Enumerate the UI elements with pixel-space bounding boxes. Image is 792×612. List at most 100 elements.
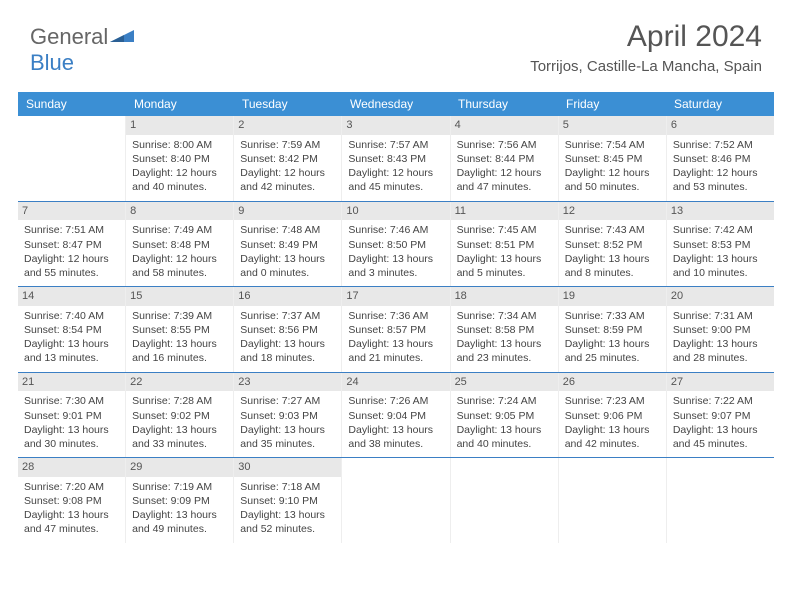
day-header-cell: Monday [126, 92, 234, 116]
daylight-line: Daylight: 13 hours and 49 minutes. [132, 508, 227, 536]
sunrise-line: Sunrise: 7:46 AM [348, 223, 443, 237]
daylight-line: Daylight: 13 hours and 38 minutes. [348, 423, 443, 451]
daylight-line: Daylight: 12 hours and 40 minutes. [132, 166, 227, 194]
day-cell [342, 458, 450, 543]
daylight-line: Daylight: 12 hours and 42 minutes. [240, 166, 335, 194]
sunrise-line: Sunrise: 7:42 AM [673, 223, 768, 237]
day-number: 29 [126, 458, 233, 477]
week-row: 7Sunrise: 7:51 AMSunset: 8:47 PMDaylight… [18, 201, 774, 287]
day-number: 25 [451, 373, 558, 392]
sunset-line: Sunset: 8:44 PM [457, 152, 552, 166]
sunset-line: Sunset: 9:00 PM [673, 323, 768, 337]
day-number: 22 [126, 373, 233, 392]
sunrise-line: Sunrise: 7:30 AM [24, 394, 119, 408]
week-row: 14Sunrise: 7:40 AMSunset: 8:54 PMDayligh… [18, 286, 774, 372]
daylight-line: Daylight: 12 hours and 45 minutes. [348, 166, 443, 194]
day-number: 14 [18, 287, 125, 306]
daylight-line: Daylight: 13 hours and 52 minutes. [240, 508, 335, 536]
header: April 2024 Torrijos, Castille-La Mancha,… [530, 20, 762, 75]
day-cell: 4Sunrise: 7:56 AMSunset: 8:44 PMDaylight… [451, 116, 559, 201]
day-cell: 24Sunrise: 7:26 AMSunset: 9:04 PMDayligh… [342, 373, 450, 458]
day-header-cell: Saturday [666, 92, 774, 116]
day-number: 11 [451, 202, 558, 221]
day-cell: 13Sunrise: 7:42 AMSunset: 8:53 PMDayligh… [667, 202, 774, 287]
day-number: 18 [451, 287, 558, 306]
day-number: 4 [451, 116, 558, 135]
sunrise-line: Sunrise: 7:51 AM [24, 223, 119, 237]
day-cell [667, 458, 774, 543]
day-number: 2 [234, 116, 341, 135]
daylight-line: Daylight: 13 hours and 16 minutes. [132, 337, 227, 365]
day-cell: 14Sunrise: 7:40 AMSunset: 8:54 PMDayligh… [18, 287, 126, 372]
daylight-line: Daylight: 13 hours and 10 minutes. [673, 252, 768, 280]
daylight-line: Daylight: 13 hours and 0 minutes. [240, 252, 335, 280]
sunset-line: Sunset: 8:43 PM [348, 152, 443, 166]
sunset-line: Sunset: 9:09 PM [132, 494, 227, 508]
sunset-line: Sunset: 8:46 PM [673, 152, 768, 166]
day-number: 16 [234, 287, 341, 306]
daylight-line: Daylight: 13 hours and 45 minutes. [673, 423, 768, 451]
sunset-line: Sunset: 8:48 PM [132, 238, 227, 252]
daylight-line: Daylight: 13 hours and 8 minutes. [565, 252, 660, 280]
day-cell: 19Sunrise: 7:33 AMSunset: 8:59 PMDayligh… [559, 287, 667, 372]
day-cell: 26Sunrise: 7:23 AMSunset: 9:06 PMDayligh… [559, 373, 667, 458]
sunrise-line: Sunrise: 7:24 AM [457, 394, 552, 408]
day-cell: 9Sunrise: 7:48 AMSunset: 8:49 PMDaylight… [234, 202, 342, 287]
day-cell: 17Sunrise: 7:36 AMSunset: 8:57 PMDayligh… [342, 287, 450, 372]
day-number: 5 [559, 116, 666, 135]
day-cell: 8Sunrise: 7:49 AMSunset: 8:48 PMDaylight… [126, 202, 234, 287]
day-cell: 16Sunrise: 7:37 AMSunset: 8:56 PMDayligh… [234, 287, 342, 372]
day-cell: 30Sunrise: 7:18 AMSunset: 9:10 PMDayligh… [234, 458, 342, 543]
daylight-line: Daylight: 13 hours and 33 minutes. [132, 423, 227, 451]
sunrise-line: Sunrise: 7:39 AM [132, 309, 227, 323]
daylight-line: Daylight: 13 hours and 21 minutes. [348, 337, 443, 365]
day-number: 27 [667, 373, 774, 392]
calendar: SundayMondayTuesdayWednesdayThursdayFrid… [18, 92, 774, 543]
day-cell: 25Sunrise: 7:24 AMSunset: 9:05 PMDayligh… [451, 373, 559, 458]
day-number: 10 [342, 202, 449, 221]
sunset-line: Sunset: 8:51 PM [457, 238, 552, 252]
day-number: 6 [667, 116, 774, 135]
day-number: 15 [126, 287, 233, 306]
sunset-line: Sunset: 8:45 PM [565, 152, 660, 166]
daylight-line: Daylight: 12 hours and 58 minutes. [132, 252, 227, 280]
sunrise-line: Sunrise: 7:20 AM [24, 480, 119, 494]
location-subtitle: Torrijos, Castille-La Mancha, Spain [530, 58, 762, 75]
day-number: 19 [559, 287, 666, 306]
sunset-line: Sunset: 8:42 PM [240, 152, 335, 166]
sunrise-line: Sunrise: 7:22 AM [673, 394, 768, 408]
sunset-line: Sunset: 9:07 PM [673, 409, 768, 423]
week-row: 21Sunrise: 7:30 AMSunset: 9:01 PMDayligh… [18, 372, 774, 458]
day-header-cell: Friday [558, 92, 666, 116]
sunset-line: Sunset: 8:57 PM [348, 323, 443, 337]
sunrise-line: Sunrise: 7:34 AM [457, 309, 552, 323]
day-cell: 18Sunrise: 7:34 AMSunset: 8:58 PMDayligh… [451, 287, 559, 372]
sunset-line: Sunset: 9:04 PM [348, 409, 443, 423]
day-cell: 1Sunrise: 8:00 AMSunset: 8:40 PMDaylight… [126, 116, 234, 201]
sunrise-line: Sunrise: 7:43 AM [565, 223, 660, 237]
day-cell: 7Sunrise: 7:51 AMSunset: 8:47 PMDaylight… [18, 202, 126, 287]
sunrise-line: Sunrise: 7:26 AM [348, 394, 443, 408]
logo-text-blue: Blue [30, 50, 74, 75]
day-number: 1 [126, 116, 233, 135]
sunset-line: Sunset: 9:10 PM [240, 494, 335, 508]
sunrise-line: Sunrise: 7:57 AM [348, 138, 443, 152]
logo-triangle-icon [110, 28, 136, 49]
sunset-line: Sunset: 8:49 PM [240, 238, 335, 252]
day-cell: 20Sunrise: 7:31 AMSunset: 9:00 PMDayligh… [667, 287, 774, 372]
sunrise-line: Sunrise: 7:54 AM [565, 138, 660, 152]
sunrise-line: Sunrise: 7:28 AM [132, 394, 227, 408]
sunset-line: Sunset: 9:06 PM [565, 409, 660, 423]
day-number: 28 [18, 458, 125, 477]
day-cell: 29Sunrise: 7:19 AMSunset: 9:09 PMDayligh… [126, 458, 234, 543]
sunset-line: Sunset: 8:55 PM [132, 323, 227, 337]
sunrise-line: Sunrise: 7:23 AM [565, 394, 660, 408]
sunset-line: Sunset: 8:56 PM [240, 323, 335, 337]
sunset-line: Sunset: 9:03 PM [240, 409, 335, 423]
day-cell [559, 458, 667, 543]
sunset-line: Sunset: 8:59 PM [565, 323, 660, 337]
daylight-line: Daylight: 12 hours and 55 minutes. [24, 252, 119, 280]
sunrise-line: Sunrise: 7:36 AM [348, 309, 443, 323]
day-cell: 11Sunrise: 7:45 AMSunset: 8:51 PMDayligh… [451, 202, 559, 287]
daylight-line: Daylight: 13 hours and 18 minutes. [240, 337, 335, 365]
